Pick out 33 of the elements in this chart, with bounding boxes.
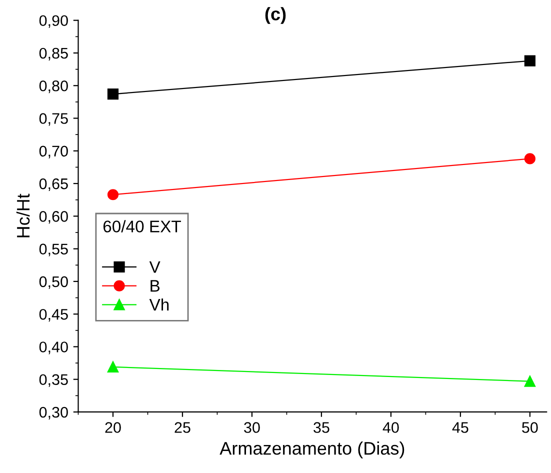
y-tick-label: 0,85 <box>39 48 68 60</box>
x-tick-label: 40 <box>382 422 399 433</box>
x-tick-label: 20 <box>105 422 121 433</box>
y-tick-label: 0,75 <box>39 113 68 126</box>
chart-title: (c) <box>265 7 286 24</box>
point <box>524 153 536 164</box>
y-tick-label: 0,35 <box>39 374 68 387</box>
y-tick-label: 0,65 <box>39 178 68 192</box>
y-axis-title: Hc/Ht <box>16 194 30 238</box>
legend-label: B <box>150 280 160 292</box>
y-tick-label: 0,70 <box>39 146 68 158</box>
point <box>107 88 119 100</box>
point <box>107 189 119 200</box>
y-tick-label: 0,45 <box>39 308 68 322</box>
x-tick-label: 45 <box>452 422 468 433</box>
y-tick-label: 0,90 <box>39 15 68 28</box>
x-axis-title: Armazenamento (Dias) <box>220 442 404 458</box>
y-tick-label: 0,50 <box>39 276 68 289</box>
legend-title: 60/40 EXT <box>103 220 181 232</box>
point <box>107 361 119 372</box>
point <box>524 55 536 66</box>
x-tick-label: 50 <box>522 422 538 433</box>
point <box>524 376 536 387</box>
legend-label: V <box>149 261 160 273</box>
x-tick-label: 25 <box>174 422 190 433</box>
x-tick-label: 30 <box>244 422 260 433</box>
y-tick-label: 0,30 <box>39 406 68 420</box>
y-tick-label: 0,40 <box>39 342 68 354</box>
y-tick-label: 0,60 <box>39 211 68 224</box>
legend-label: Vh <box>149 298 169 311</box>
y-tick-label: 0,80 <box>39 80 68 94</box>
x-tick-label: 35 <box>314 422 330 433</box>
y-tick-label: 0,55 <box>39 244 68 256</box>
